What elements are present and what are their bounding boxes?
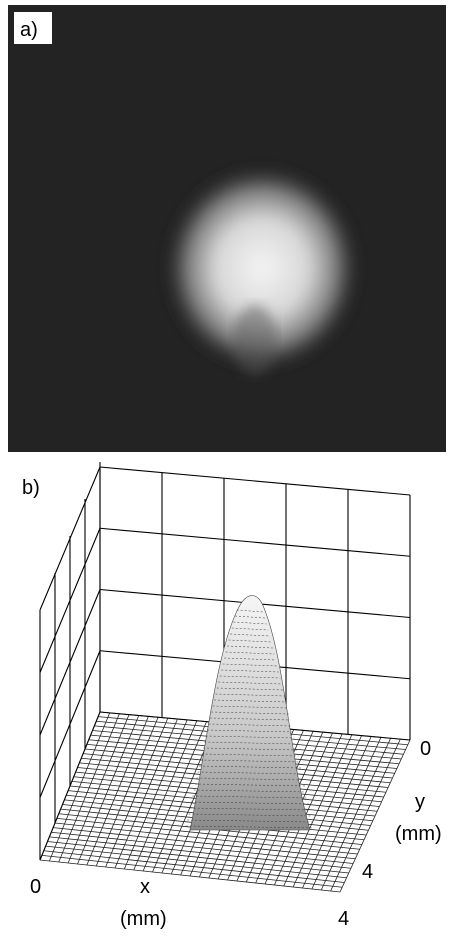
peak-line bbox=[214, 699, 286, 703]
wall-line bbox=[39, 528, 101, 673]
mesh-line bbox=[283, 734, 353, 887]
peak-line bbox=[187, 819, 313, 823]
peak-line bbox=[224, 657, 276, 661]
y-axis-start: 0 bbox=[420, 738, 431, 760]
mesh-line bbox=[311, 737, 382, 890]
y-axis-unit: (mm) bbox=[395, 823, 442, 845]
peak-line bbox=[233, 621, 267, 625]
peak-line bbox=[218, 681, 282, 685]
mesh-line bbox=[320, 738, 391, 891]
peak-line bbox=[189, 807, 311, 811]
peak-line bbox=[198, 765, 302, 769]
x-axis-unit: (mm) bbox=[120, 908, 167, 930]
peak-line bbox=[234, 615, 266, 619]
peak-line bbox=[196, 777, 304, 781]
peak-line bbox=[205, 735, 295, 739]
peak-line bbox=[185, 825, 315, 829]
mesh-line bbox=[274, 733, 343, 886]
peak-line bbox=[228, 639, 272, 643]
peak-line bbox=[236, 609, 264, 613]
peak-line bbox=[201, 753, 299, 757]
surface-peak bbox=[189, 595, 311, 831]
peak-mesh bbox=[185, 609, 315, 829]
mesh-line bbox=[330, 738, 401, 892]
peak-line bbox=[212, 705, 288, 709]
beam-tail bbox=[233, 305, 277, 375]
mesh-line bbox=[339, 739, 411, 893]
peak-line bbox=[215, 693, 285, 697]
surface-mesh bbox=[39, 462, 411, 893]
y-axis-end: 4 bbox=[362, 861, 373, 883]
peak-line bbox=[200, 759, 300, 763]
peak-line bbox=[222, 663, 278, 667]
mesh-line bbox=[302, 736, 372, 889]
panel-label: b) bbox=[22, 477, 40, 499]
wall-line bbox=[39, 650, 101, 798]
y-axis-name: y bbox=[415, 791, 425, 813]
peak-line bbox=[230, 633, 270, 637]
x-axis-start: 0 bbox=[30, 876, 41, 898]
x-axis-name: x bbox=[140, 876, 150, 898]
peak-line bbox=[193, 789, 307, 793]
peak-line bbox=[188, 813, 312, 817]
wall-line bbox=[39, 711, 101, 861]
wall-line bbox=[39, 466, 101, 611]
peak-line bbox=[197, 771, 303, 775]
x-axis-end: 4 bbox=[338, 908, 349, 930]
peak-line bbox=[192, 795, 308, 799]
peak-line bbox=[221, 669, 279, 673]
panel-label: a) bbox=[20, 19, 38, 41]
peak-line bbox=[211, 711, 289, 715]
peak-line bbox=[225, 651, 275, 655]
peak-line bbox=[208, 723, 292, 727]
peak-line bbox=[204, 741, 296, 745]
label-box bbox=[14, 12, 52, 44]
wall-line bbox=[39, 589, 101, 736]
beam-spot bbox=[162, 163, 362, 373]
wall-line bbox=[99, 527, 411, 557]
mesh-line bbox=[292, 735, 362, 888]
wall-line bbox=[99, 466, 411, 496]
peak-line bbox=[216, 687, 284, 691]
peak-line bbox=[209, 717, 291, 721]
